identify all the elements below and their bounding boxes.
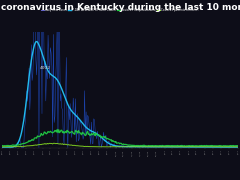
Text: 4002: 4002	[40, 66, 51, 70]
Legend: daily new cases, 7-DAY AVERAGE OF NEW CASES, Covid-19 hospitalizations, Covid-19: daily new cases, 7-DAY AVERAGE OF NEW CA…	[41, 8, 199, 12]
Text: The coronavirus in Kentucky during the last 10 months: The coronavirus in Kentucky during the l…	[0, 3, 240, 12]
